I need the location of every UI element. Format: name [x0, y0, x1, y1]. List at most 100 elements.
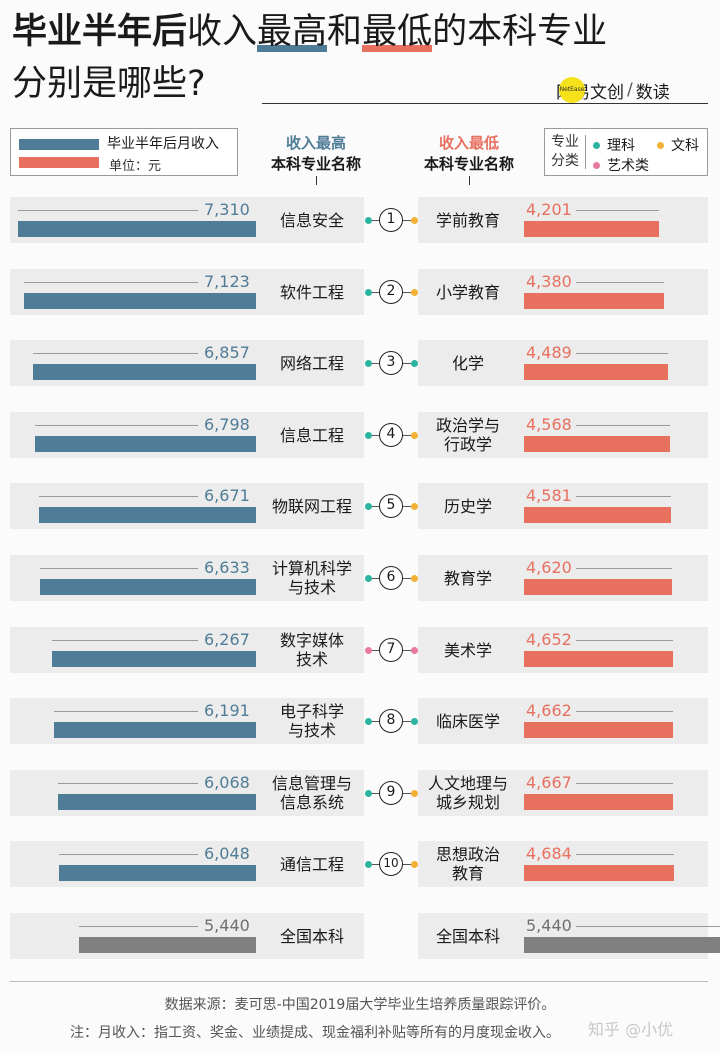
connector-line-right	[402, 363, 414, 364]
value-leader-right	[576, 711, 674, 712]
value-label-low: 4,620	[526, 558, 572, 577]
connector-line-right	[402, 220, 414, 221]
value-leader-right	[576, 210, 659, 211]
bar-high	[32, 364, 256, 380]
bar-high	[38, 507, 256, 523]
value-label-low: 4,380	[526, 272, 572, 291]
connector-line-left	[368, 220, 380, 221]
connector-line-right	[402, 292, 414, 293]
connector-line-right	[402, 721, 414, 722]
value-leader-left	[51, 640, 198, 641]
header-high-subtitle: 本科专业名称	[270, 155, 361, 173]
category-dot-high-icon	[365, 503, 372, 510]
legend-high-swatch	[19, 139, 99, 150]
legend-low-swatch	[19, 157, 99, 168]
category-divider	[585, 135, 586, 169]
title-highlight-low: 最低	[362, 12, 433, 52]
category-dot-high-icon	[365, 790, 372, 797]
title-line-2: 分别是哪些?	[12, 64, 206, 104]
value-label-low: 4,667	[526, 773, 572, 792]
header-low-title: 收入最低	[438, 134, 499, 152]
connector-line-right	[402, 578, 414, 579]
category-dot-high-icon	[365, 432, 372, 439]
connector-line-left	[368, 650, 380, 651]
connector-line-left	[368, 506, 380, 507]
value-leader-left	[58, 783, 198, 784]
bar-low	[524, 436, 671, 452]
brand-logo: 网易文创 NetEase / 数读	[556, 75, 670, 105]
value-leader-left	[54, 711, 198, 712]
value-label-high: 6,191	[204, 701, 250, 720]
connector-line-right	[402, 650, 414, 651]
category-dot-high-icon	[365, 575, 372, 582]
value-label-high: 6,633	[204, 558, 250, 577]
category-dot-high-icon	[365, 217, 372, 224]
bar-low	[524, 937, 720, 953]
major-name-high: 软件工程	[279, 282, 344, 302]
bar-low	[524, 221, 659, 237]
bar-low	[524, 794, 674, 810]
value-label-high: 6,857	[204, 343, 250, 362]
value-label-high: 6,048	[204, 844, 250, 863]
major-name-low: 全国本科	[435, 926, 500, 946]
value-leader-left	[24, 282, 198, 283]
connector-line-right	[402, 506, 414, 507]
value-label-low: 5,440	[526, 916, 572, 935]
category-dot-high-icon	[365, 289, 372, 296]
brand-sub: 数读	[635, 82, 670, 103]
connector-line-left	[368, 793, 380, 794]
category-dot-low-icon	[411, 217, 418, 224]
rank-badge: 8	[379, 709, 403, 733]
category-science-label: 理科	[607, 138, 635, 154]
value-leader-right	[576, 926, 720, 927]
brand-rule	[262, 103, 708, 104]
major-name-low: 思想政治 教育	[435, 845, 500, 883]
value-leader-right	[576, 568, 672, 569]
value-label-high: 6,671	[204, 486, 250, 505]
netease-badge-icon: NetEase	[559, 77, 585, 103]
header-low-tick	[468, 176, 470, 185]
category-legend: 专业分类 理科 文科 艺术类	[544, 128, 708, 176]
connector-line-right	[402, 864, 414, 865]
header-high-tick	[315, 176, 317, 185]
science-dot-icon	[593, 141, 600, 149]
rank-badge: 2	[379, 280, 403, 304]
category-legend-label: 专业分类	[551, 134, 579, 169]
category-dot-low-icon	[411, 289, 418, 296]
rank-badge: 7	[379, 638, 403, 662]
major-name-low: 化学	[451, 353, 484, 373]
value-leader-right	[576, 640, 673, 641]
value-label-high: 5,440	[204, 916, 250, 935]
bar-low	[524, 364, 668, 380]
bar-high	[58, 794, 256, 810]
legend-unit: 单位：元	[109, 159, 162, 174]
bar-high	[59, 865, 256, 881]
title-part-c: 的本科专业	[432, 12, 608, 52]
value-leader-right	[576, 425, 671, 426]
connector-line-left	[368, 363, 380, 364]
title-bold: 毕业半年后	[12, 12, 188, 52]
arts-dot-icon	[657, 141, 664, 149]
category-dot-low-icon	[411, 718, 418, 725]
category-art-label: 艺术类	[607, 158, 649, 174]
category-dot-low-icon	[411, 503, 418, 510]
category-dot-low-icon	[411, 790, 418, 797]
value-label-low: 4,568	[526, 415, 572, 434]
connector-line-left	[368, 435, 380, 436]
major-name-high: 计算机科学 与技术	[271, 559, 352, 597]
value-leader-left	[40, 568, 198, 569]
connector-line-right	[402, 435, 414, 436]
bar-high	[24, 293, 256, 309]
major-name-high: 网络工程	[279, 353, 344, 373]
value-label-high: 6,798	[204, 415, 250, 434]
major-name-low: 学前教育	[435, 210, 500, 230]
art-dot-icon	[593, 161, 600, 169]
footer-rule	[10, 981, 708, 982]
major-name-high: 信息工程	[279, 425, 344, 445]
category-arts-label: 文科	[671, 138, 699, 154]
connector-line-right	[402, 793, 414, 794]
category-item-science: 理科	[593, 135, 635, 155]
major-name-low: 美术学	[443, 640, 492, 660]
value-leader-right	[576, 282, 665, 283]
value-leader-left	[59, 854, 198, 855]
